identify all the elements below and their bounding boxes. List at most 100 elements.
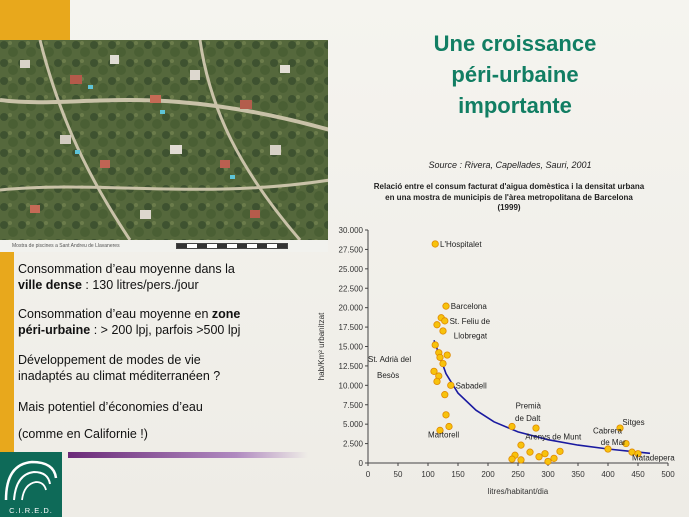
- point-annotation: Sabadell: [456, 381, 487, 390]
- paragraph-lifestyles: Développement de modes de vie inadaptés …: [18, 353, 318, 384]
- data-point: [622, 439, 630, 448]
- data-point: [517, 456, 525, 464]
- data-point: [556, 447, 564, 455]
- data-point: [445, 422, 453, 431]
- data-point: [616, 424, 624, 432]
- title-line-1: Une croissance: [433, 31, 597, 56]
- point-annotation: de Mar: [601, 438, 626, 447]
- x-tick-label: 250: [511, 470, 525, 479]
- data-point: [517, 441, 525, 449]
- point-annotation: Arenys de Munt: [525, 433, 582, 442]
- data-point: [508, 455, 516, 463]
- data-point: [433, 321, 441, 329]
- point-annotation: de Dalt: [515, 414, 541, 423]
- point-annotation: Barcelona: [451, 302, 488, 311]
- x-tick-label: 0: [366, 470, 371, 479]
- data-point: [532, 424, 540, 432]
- aerial-photo: Mostra de piscines a Sant Andreu de Llav…: [0, 40, 328, 252]
- x-tick-label: 450: [631, 470, 645, 479]
- y-tick-label: 30.000: [339, 226, 364, 235]
- x-tick-label: 50: [394, 470, 403, 479]
- data-point: [541, 450, 549, 458]
- data-point: [433, 377, 441, 386]
- data-point: [544, 457, 552, 466]
- y-tick-label: 7.500: [343, 401, 364, 410]
- y-tick-label: 27.500: [339, 245, 364, 254]
- point-annotation: Martorell: [428, 430, 459, 439]
- scatter-chart: 0 2.500 5.000 7.500 10.000 12.500 15.000 17.500…: [317, 226, 675, 496]
- point-annotation: Besòs: [377, 371, 399, 380]
- data-point: [443, 351, 451, 359]
- x-tick-label: 500: [661, 470, 675, 479]
- p1-line-1: Consommation d’eau moyenne dans la: [18, 262, 235, 276]
- purple-divider: [68, 452, 308, 458]
- p2-start: Consommation d’eau moyenne en: [18, 307, 212, 321]
- p1-bold: ville dense: [18, 277, 82, 292]
- data-point: [439, 327, 447, 335]
- y-tick-label: 20.000: [339, 304, 364, 313]
- y-tick-label: 25.000: [339, 265, 364, 274]
- y-tick-label: 10.000: [339, 381, 364, 390]
- data-point: [442, 302, 450, 310]
- paragraph-dense-city: Consommation d’eau moyenne dans la ville…: [18, 262, 318, 293]
- y-tick-label: 0: [359, 459, 364, 468]
- data-point: [431, 341, 439, 349]
- point-annotation: Llobregat: [454, 332, 488, 341]
- data-point: [447, 381, 455, 389]
- logo-text: C.I.R.E.D.: [9, 506, 53, 515]
- slide-title: Une croissance péri-urbaine importante: [400, 28, 630, 121]
- point-annotation: Premià: [516, 402, 542, 411]
- chart-title-line-2: en una mostra de municipis de l'àrea met…: [385, 192, 633, 202]
- data-point: [508, 422, 516, 431]
- chart-title-line-3: (1999): [497, 203, 521, 212]
- x-tick-label: 400: [601, 470, 615, 479]
- p3-line-1: Développement de modes de vie: [18, 353, 201, 367]
- point-annotation: Cabrera: [593, 426, 622, 435]
- p3-line-2: inadaptés au climat méditerranéen ?: [18, 368, 221, 383]
- data-point: [441, 391, 449, 399]
- point-annotation: St. Adrià del: [368, 355, 411, 364]
- data-point: [634, 450, 642, 458]
- source-citation: Source : Rivera, Capellades, Sauri, 2001: [428, 160, 592, 170]
- x-tick-label: 150: [451, 470, 465, 479]
- paragraph-savings: Mais potentiel d’économies d’eau: [18, 400, 203, 414]
- p2-line-1: Consommation d’eau moyenne en zone: [18, 307, 318, 323]
- p1-line-2: ville dense : 130 litres/pers./jour: [18, 278, 318, 294]
- data-point: [441, 317, 449, 325]
- data-point: [436, 426, 444, 434]
- point-annotation: Sitges: [622, 418, 644, 427]
- chart-title-line-1: Relació entre el consum facturat d'aigua…: [373, 182, 645, 191]
- y-axis-label: hab/Km² urbanitzat: [317, 312, 326, 380]
- data-point: [604, 445, 612, 453]
- data-point: [431, 240, 439, 248]
- point-annotation: L'Hospitalet: [440, 240, 482, 249]
- title-line-3: importante: [458, 93, 572, 118]
- data-point: [436, 353, 444, 361]
- p2-line-2: péri-urbaine : > 200 lpj, parfois >500 l…: [18, 323, 318, 339]
- data-point: [430, 367, 438, 375]
- point-annotation: Matadepera: [632, 454, 675, 463]
- y-tick-label: 12.500: [339, 362, 364, 371]
- paragraph-periurban: Consommation d’eau moyenne en zone péri-…: [18, 307, 318, 338]
- data-point: [535, 453, 543, 461]
- p2-rest: : > 200 lpj, parfois >500 lpj: [90, 322, 241, 337]
- data-point: [550, 454, 558, 462]
- x-tick-label: 350: [571, 470, 585, 479]
- x-tick-label: 100: [421, 470, 435, 479]
- x-tick-label: 200: [481, 470, 495, 479]
- chart-title: Relació entre el consum facturat d'aigua…: [338, 182, 680, 214]
- y-tick-label: 15.000: [339, 343, 364, 352]
- y-tick-label: 2.500: [343, 440, 364, 449]
- x-axis-label: litres/habitant/dia: [488, 487, 549, 496]
- p2-bold-periurbaine: péri-urbaine: [18, 322, 91, 337]
- cired-wave-logo-icon: [4, 460, 58, 501]
- title-line-2: péri-urbaine: [451, 62, 579, 87]
- x-tick-label: 300: [541, 470, 555, 479]
- scale-bar: [176, 243, 288, 249]
- cired-logo: C.I.R.E.D.: [0, 452, 62, 517]
- p1-rest: : 130 litres/pers./jour: [81, 277, 199, 292]
- data-point: [442, 411, 450, 419]
- paragraph-california: (comme en Californie !): [18, 427, 148, 441]
- y-tick-label: 22.500: [339, 284, 364, 293]
- point-annotation: St. Feliu de: [450, 317, 491, 326]
